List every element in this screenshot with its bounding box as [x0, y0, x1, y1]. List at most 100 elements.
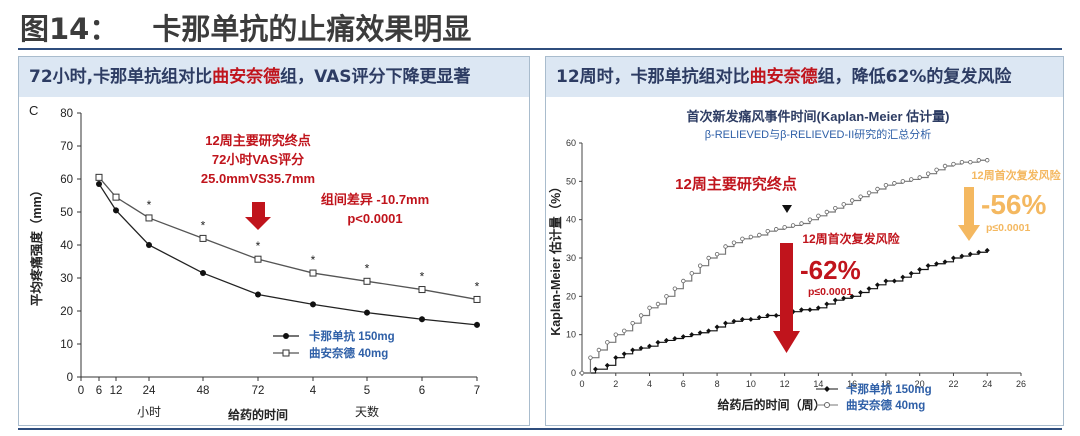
- km-triamcinolone-point: [790, 223, 796, 228]
- km-canakinumab-point: [731, 318, 737, 324]
- y-tick-label: 20: [60, 306, 73, 318]
- km-triamcinolone-point: [782, 225, 787, 230]
- recurrence-12w-value: -62%: [800, 255, 861, 285]
- endpoint-annotation-line: 25.0mmVS35.7mm: [201, 171, 315, 186]
- km-canakinumab-point: [900, 274, 906, 280]
- km-triamcinolone-point: [816, 213, 821, 219]
- x-tick-label: 12: [780, 379, 790, 389]
- km-canakinumab-point: [799, 307, 804, 313]
- km-triamcinolone-point: [655, 301, 661, 307]
- y-tick-label: 10: [60, 339, 73, 351]
- triamcinolone-point: [254, 255, 262, 263]
- bottom-rule: [18, 428, 1062, 430]
- km-triamcinolone-point: [664, 294, 669, 299]
- canakinumab-point: [255, 291, 261, 298]
- recurrence-24w-value: -56%: [981, 189, 1046, 220]
- recurrence-12w-label: 12周首次复发风险: [802, 231, 900, 246]
- significance-star: *: [201, 218, 206, 232]
- legend-marker-canakinumab: [824, 386, 830, 392]
- panel-letter: C: [29, 103, 38, 118]
- x-tick-label: 8: [715, 379, 720, 389]
- km-canakinumab-point: [807, 307, 813, 313]
- right-header-highlight: 曲安奈德: [749, 67, 818, 87]
- km-triamcinolone-point: [773, 227, 779, 232]
- endpoint-annotation-line: 12周主要研究终点: [205, 133, 310, 148]
- significance-star: *: [475, 279, 480, 293]
- recurrence-24w-p: p≤0.0001: [986, 222, 1030, 234]
- canakinumab-point: [200, 270, 206, 277]
- legend-label-triamcinolone: 曲安奈德 40mg: [846, 398, 925, 412]
- left-panel-header: 72小时,卡那单抗组对比曲安奈德组，VAS评分下降更显著: [19, 57, 529, 97]
- km-canakinumab-point: [841, 295, 847, 301]
- right-panel-header: 12周时，卡那单抗组对比曲安奈德组，降低62%的复发风险: [546, 57, 1063, 97]
- triamcinolone-point: [145, 214, 153, 222]
- significance-star: *: [147, 198, 152, 212]
- triamcinolone-point: [112, 193, 120, 201]
- km-triamcinolone-point: [596, 347, 602, 353]
- legend-label-canakinumab: 卡那单抗 150mg: [309, 329, 395, 343]
- km-triamcinolone-point: [976, 158, 981, 163]
- legend-marker-triamcinolone: [824, 402, 830, 408]
- x-tick-label: 0: [579, 379, 584, 389]
- km-triamcinolone-point: [909, 177, 914, 182]
- km-canakinumab-point: [984, 247, 990, 253]
- x-tick-label: 6: [419, 385, 425, 397]
- difference-annotation-line: p<0.0001: [347, 211, 402, 226]
- km-canakinumab-point: [883, 278, 889, 284]
- canakinumab-point: [310, 301, 316, 308]
- km-triamcinolone-point: [647, 305, 652, 311]
- x-tick-label: 4: [647, 379, 652, 389]
- x-unit-days: 天数: [355, 404, 379, 419]
- y-tick-label: 60: [60, 174, 73, 186]
- left-header-suffix: 组，VAS评分下降更显著: [280, 67, 471, 87]
- legend-label-canakinumab: 卡那单抗 150mg: [846, 382, 932, 396]
- km-canakinumab-point: [925, 263, 931, 269]
- km-canakinumab-point: [815, 305, 821, 311]
- recurrence-24w-arrow: [958, 187, 980, 241]
- triamcinolone-point: [199, 234, 207, 242]
- km-canakinumab-point: [593, 366, 599, 372]
- endpoint-marker: [782, 205, 792, 213]
- km-triamcinolone-point: [824, 209, 830, 215]
- x-tick-label: 16: [847, 379, 857, 389]
- km-triamcinolone-point: [723, 244, 728, 249]
- km-triamcinolone-point: [672, 286, 678, 291]
- y-tick-label: 50: [566, 176, 576, 186]
- km-canakinumab-point: [858, 290, 864, 295]
- km-chart-title: 首次新发痛风事件时间(Kaplan-Meier 估计量): [687, 109, 950, 124]
- figure-title-text: 卡那单抗的止痛效果明显: [152, 12, 472, 46]
- km-triamcinolone-point: [925, 171, 931, 176]
- recurrence-arrow: [773, 243, 800, 353]
- triamcinolone-point: [418, 286, 426, 294]
- endpoint-annotation: 12周主要研究终点: [675, 175, 797, 193]
- km-triamcinolone-point: [934, 167, 939, 173]
- km-triamcinolone-point: [807, 217, 813, 222]
- km-canakinumab-point: [613, 355, 619, 361]
- canakinumab-point: [146, 242, 152, 248]
- km-canakinumab-point: [647, 343, 653, 349]
- km-canakinumab-point: [874, 282, 880, 288]
- x-tick-label: 22: [948, 379, 958, 389]
- km-canakinumab-point: [756, 314, 762, 320]
- km-canakinumab-point: [942, 259, 948, 265]
- km-canakinumab-point: [950, 255, 956, 261]
- km-triamcinolone-point: [833, 205, 838, 211]
- km-canakinumab-point: [748, 316, 754, 322]
- km-triamcinolone-point: [630, 320, 635, 326]
- x-tick-label: 6: [681, 379, 686, 389]
- canakinumab-point: [364, 309, 370, 316]
- significance-star: *: [311, 253, 316, 267]
- km-triamcinolone-point: [748, 234, 754, 240]
- y-tick-label: 10: [566, 330, 576, 340]
- km-triamcinolone-point: [892, 181, 897, 186]
- km-triamcinolone-point: [942, 163, 948, 169]
- km-canakinumab-point: [824, 301, 830, 307]
- triamcinolone-point: [363, 277, 371, 285]
- x-axis-label: 给药后的时间（周）: [717, 397, 825, 412]
- y-tick-label: 70: [60, 141, 73, 153]
- km-canakinumab-point: [934, 261, 940, 267]
- km-canakinumab-point: [832, 297, 838, 303]
- y-axis-label: Kaplan-Meier 估计量（%）: [548, 180, 563, 336]
- significance-star: *: [365, 261, 370, 275]
- km-canakinumab-point: [706, 328, 712, 334]
